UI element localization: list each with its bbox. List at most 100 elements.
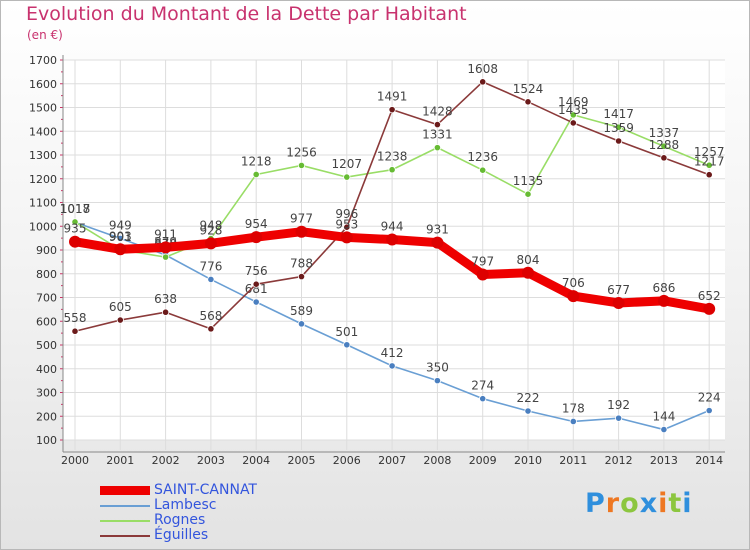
data-label-eguilles: 1435	[558, 103, 589, 117]
data-point-eguilles	[252, 280, 260, 288]
data-point-saint-cannat	[295, 225, 308, 238]
data-label-rognes: 948	[199, 219, 222, 233]
data-label-rognes: 1469	[558, 95, 589, 109]
data-point-lambesc	[660, 425, 668, 434]
data-point-rognes	[343, 173, 351, 181]
data-point-eguilles	[705, 171, 713, 179]
data-label-lambesc: 178	[562, 401, 585, 415]
data-label-saint-cannat: 931	[426, 223, 449, 237]
y-tick-label: 600	[36, 315, 57, 328]
x-tick-label: 2008	[423, 454, 451, 467]
legend-swatch	[100, 486, 150, 495]
y-tick-label: 100	[36, 434, 57, 447]
x-tick-label: 2006	[333, 454, 361, 467]
data-point-rognes	[433, 144, 441, 152]
logo-letter: P	[585, 488, 606, 519]
data-point-eguilles	[207, 325, 215, 333]
x-tick-label: 2005	[288, 454, 316, 467]
data-label-eguilles: 638	[154, 292, 177, 306]
x-tick-label: 2009	[469, 454, 497, 467]
data-point-saint-cannat	[657, 294, 670, 307]
x-tick-label: 2002	[152, 454, 180, 467]
data-label-rognes: 1238	[377, 150, 408, 164]
data-label-saint-cannat: 944	[381, 220, 404, 234]
data-label-saint-cannat: 903	[109, 229, 132, 243]
data-point-eguilles	[71, 327, 79, 335]
data-label-lambesc: 350	[426, 361, 449, 375]
data-point-lambesc	[524, 407, 532, 415]
x-tick-label: 2014	[695, 454, 723, 467]
y-tick-label: 1200	[29, 173, 57, 186]
data-point-rognes	[705, 161, 713, 169]
data-label-lambesc: 144	[652, 410, 675, 424]
data-label-eguilles: 1217	[694, 155, 725, 169]
y-tick-label: 900	[36, 244, 57, 257]
data-point-saint-cannat	[114, 243, 127, 256]
data-label-lambesc: 681	[245, 282, 268, 296]
data-label-lambesc: 501	[335, 325, 358, 339]
data-point-lambesc	[388, 362, 396, 370]
x-tick-label: 2001	[106, 454, 134, 467]
data-label-rognes: 1337	[649, 126, 680, 140]
data-point-rognes	[524, 190, 532, 198]
data-label-eguilles: 605	[109, 300, 132, 314]
data-label-lambesc: 949	[109, 218, 132, 232]
data-label-lambesc: 224	[698, 391, 721, 405]
data-point-lambesc	[252, 298, 260, 306]
logo-letter: i	[682, 488, 693, 519]
data-label-saint-cannat: 977	[290, 212, 313, 226]
logo-letter: t	[668, 488, 683, 519]
data-label-lambesc: 274	[471, 379, 494, 393]
data-point-rognes	[569, 111, 577, 119]
proxiti-logo: Proxiti	[585, 488, 693, 519]
data-label-rognes: 1207	[332, 157, 363, 171]
data-label-saint-cannat: 677	[607, 283, 630, 297]
data-label-eguilles: 1428	[422, 105, 453, 119]
data-point-rognes	[71, 218, 79, 226]
data-point-lambesc	[116, 234, 124, 242]
data-label-saint-cannat: 935	[64, 222, 87, 236]
logo-letter: o	[620, 488, 640, 519]
data-point-saint-cannat	[340, 231, 353, 244]
data-point-saint-cannat	[612, 296, 625, 309]
line-chart: 100 200 300 400 500 600 700 800 900 1000 1100 1200 1…	[29, 54, 725, 467]
data-label-lambesc: 412	[381, 346, 404, 360]
data-label-eguilles: 756	[245, 264, 268, 278]
data-label-rognes: 1256	[286, 145, 317, 159]
data-label-saint-cannat: 686	[652, 281, 675, 295]
data-point-saint-cannat	[703, 302, 716, 315]
data-point-rognes	[388, 166, 396, 174]
x-tick-label: 2013	[650, 454, 678, 467]
data-point-eguilles	[524, 98, 532, 106]
legend-label: SAINT-CANNAT	[154, 482, 257, 498]
logo-letter: r	[605, 488, 621, 519]
x-tick-label: 2011	[559, 454, 587, 467]
x-tick-label: 2007	[378, 454, 406, 467]
data-point-rognes	[660, 142, 668, 150]
data-label-saint-cannat: 706	[562, 276, 585, 290]
logo-letter: x	[639, 488, 659, 519]
y-tick-label: 1600	[29, 78, 57, 91]
data-point-saint-cannat	[69, 235, 81, 248]
y-tick-label: 1500	[29, 102, 57, 115]
chart-title: Evolution du Montant de la Dette par Hab…	[26, 3, 467, 25]
data-label-lambesc: 222	[517, 391, 540, 405]
y-tick-label: 1100	[29, 197, 57, 210]
data-label-rognes: 1257	[694, 145, 725, 159]
legend-label: Lambesc	[154, 497, 217, 513]
data-label-rognes: 1218	[241, 154, 272, 168]
data-point-lambesc	[207, 275, 215, 284]
y-tick-label: 400	[36, 363, 57, 376]
data-point-rognes	[162, 253, 170, 261]
y-tick-label: 1700	[29, 54, 57, 67]
x-tick-label: 2003	[197, 454, 225, 467]
data-point-lambesc	[569, 417, 577, 426]
y-tick-label: 500	[36, 339, 57, 352]
data-point-eguilles	[343, 223, 351, 231]
data-point-rognes	[479, 166, 487, 174]
data-point-eguilles	[479, 78, 487, 86]
data-point-eguilles	[433, 121, 441, 129]
data-point-eguilles	[614, 137, 623, 145]
data-point-eguilles	[297, 272, 306, 281]
y-tick-label: 300	[36, 387, 57, 400]
